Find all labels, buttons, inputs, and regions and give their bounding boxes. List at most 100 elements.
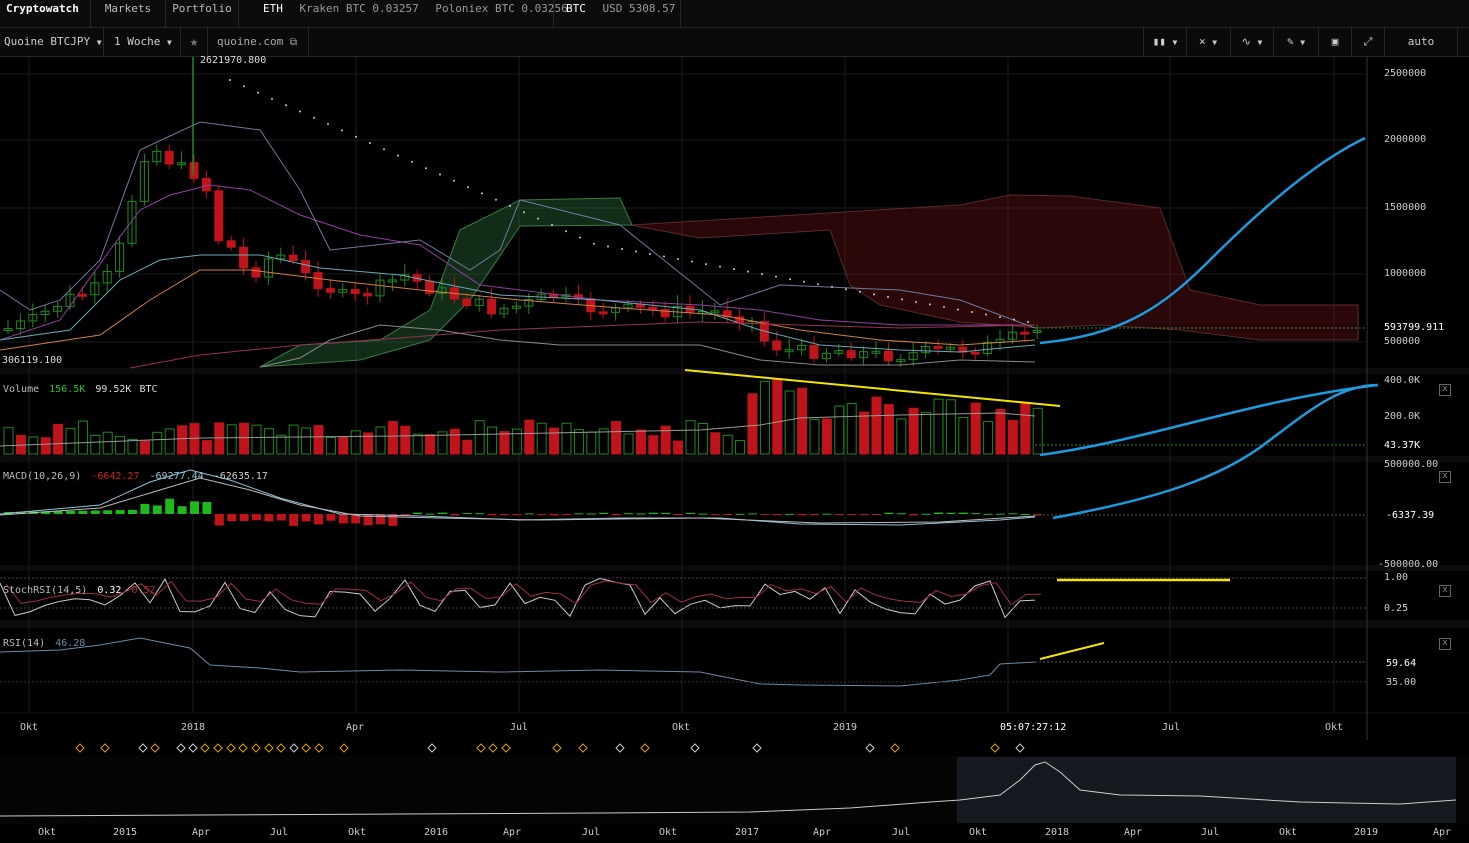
volume-bar (995, 408, 1006, 455)
chevron-down-icon: ▼ (96, 38, 102, 47)
price-candle (375, 279, 385, 297)
parabolic-sar-dot (719, 265, 721, 268)
price-candle (1007, 331, 1017, 340)
macd-histogram-bar (872, 514, 881, 515)
volume-bar (561, 422, 572, 455)
macd-tick-bottom: -500000.00 (1378, 559, 1439, 570)
volume-bar (139, 440, 150, 455)
interval-selector[interactable]: 1 Woche ▼ (104, 28, 181, 56)
volume-tick: 400.0K (1384, 375, 1421, 386)
macd-histogram-bar (574, 513, 584, 515)
parabolic-sar-dot (565, 230, 567, 233)
price-candle (214, 190, 224, 242)
price-candle (201, 177, 211, 192)
scale-auto-label: auto (1407, 35, 1435, 48)
fullscreen-icon[interactable]: ⤢ (1352, 28, 1385, 56)
macd-title-row: MACD(10,26,9) -6642.27 -69277.44 -62635.… (3, 471, 268, 482)
macd-histogram-bar (16, 511, 26, 514)
volume-bar (487, 426, 498, 455)
navigator-axis-label: Apr (1124, 827, 1143, 838)
price-candle (263, 258, 273, 278)
volume-bar (263, 428, 274, 455)
parabolic-sar-dot (453, 179, 455, 182)
volume-bar (77, 420, 88, 455)
volume-bar (115, 435, 126, 455)
moving-average-line (0, 269, 1036, 351)
parabolic-sar-dot (341, 129, 343, 132)
volume-bar (449, 428, 460, 455)
price-low-label: 306119.100 (2, 355, 63, 366)
screenshot-icon[interactable]: ▣ (1319, 28, 1352, 56)
volume-close-button[interactable]: x (1439, 384, 1451, 396)
event-marker (226, 743, 236, 753)
macd-histogram-bar (388, 514, 398, 526)
event-marker (890, 743, 900, 753)
scale-auto-button[interactable]: auto (1385, 28, 1458, 56)
parabolic-sar-dot (481, 192, 483, 195)
rsi-title-row: RSI(14) 46.28 (3, 638, 85, 649)
macd-histogram-bar (896, 513, 906, 515)
volume-bar (400, 425, 411, 455)
parabolic-sar-dot (649, 253, 651, 255)
compare-icon[interactable]: ∿ ▼ (1231, 28, 1274, 56)
navigator-axis-label: Jul (270, 827, 289, 838)
macd-histogram-bar (351, 514, 361, 524)
volume-ma-line (0, 412, 1036, 447)
price-candle (710, 310, 720, 314)
macd-histogram-bar (562, 514, 571, 515)
price-tick: 1500000 (1384, 202, 1427, 213)
parabolic-sar-dot (271, 97, 273, 100)
star-icon[interactable]: ★ (181, 28, 208, 56)
parabolic-sar-dot (257, 91, 259, 94)
macd-histogram-bar (686, 512, 695, 514)
parabolic-sar-dot (635, 250, 637, 253)
price-candle (400, 274, 410, 281)
event-marker (640, 743, 650, 753)
stochrsi-tick-low: 0.25 (1384, 603, 1409, 614)
macd-histogram-bar (748, 513, 757, 515)
stochrsi-title: StochRSI(14,5) (3, 585, 88, 596)
parabolic-sar-dot (747, 270, 749, 273)
nav-portfolio[interactable]: Portfolio (166, 0, 239, 27)
price-candle (338, 289, 348, 293)
exchange-link[interactable]: quoine.com ⧉ (208, 28, 309, 56)
macd-histogram-bar (909, 514, 919, 516)
macd-value: -69277.44 (149, 471, 204, 482)
stochrsi-close-button[interactable]: x (1439, 585, 1451, 597)
ticker-btc[interactable]: BTC USD 5308.57 (554, 0, 681, 27)
macd-close-button[interactable]: x (1439, 471, 1451, 483)
ticker-eth-kraken: Kraken BTC 0.03257 (299, 2, 419, 15)
market-selector-label: Quoine BTCJPY (4, 35, 91, 48)
macd-histogram-bar (934, 512, 943, 514)
event-marker (138, 743, 148, 753)
market-selector[interactable]: Quoine BTCJPY ▼ (0, 28, 104, 56)
event-marker (213, 743, 223, 753)
macd-histogram-bar (946, 512, 956, 514)
price-candle (524, 299, 534, 307)
event-marker (238, 743, 248, 753)
price-candle (40, 310, 50, 315)
volume-bar (809, 418, 820, 455)
rsi-close-button[interactable]: x (1439, 638, 1451, 650)
draw-icon[interactable]: ✎ ▼ (1274, 28, 1319, 56)
volume-bar (152, 431, 163, 455)
brand-logo[interactable]: Cryptowatch (0, 0, 91, 27)
parabolic-sar-dot (789, 278, 791, 281)
volume-value1: 156.5K (49, 384, 86, 395)
macd-histogram-bar (834, 514, 844, 515)
volume-bar (127, 438, 138, 455)
chart-type-icon[interactable]: ▮▮ ▼ (1143, 28, 1187, 56)
ticker-eth[interactable]: ETH Kraken BTC 0.03257 Poloniex BTC 0.03… (239, 0, 568, 27)
volume-bar (375, 426, 386, 455)
price-candle (970, 351, 980, 355)
volume-bar (301, 427, 312, 455)
macd-histogram-bar (413, 512, 423, 514)
navigator-axis-label: Okt (38, 827, 57, 838)
indicators-icon[interactable]: ⨯ ▼ (1186, 28, 1231, 56)
parabolic-sar-dot (495, 198, 497, 201)
nav-markets[interactable]: Markets (91, 0, 166, 27)
volume-bar (821, 418, 832, 455)
event-marker (488, 743, 498, 753)
navigator-axis-label: Jul (892, 827, 911, 838)
